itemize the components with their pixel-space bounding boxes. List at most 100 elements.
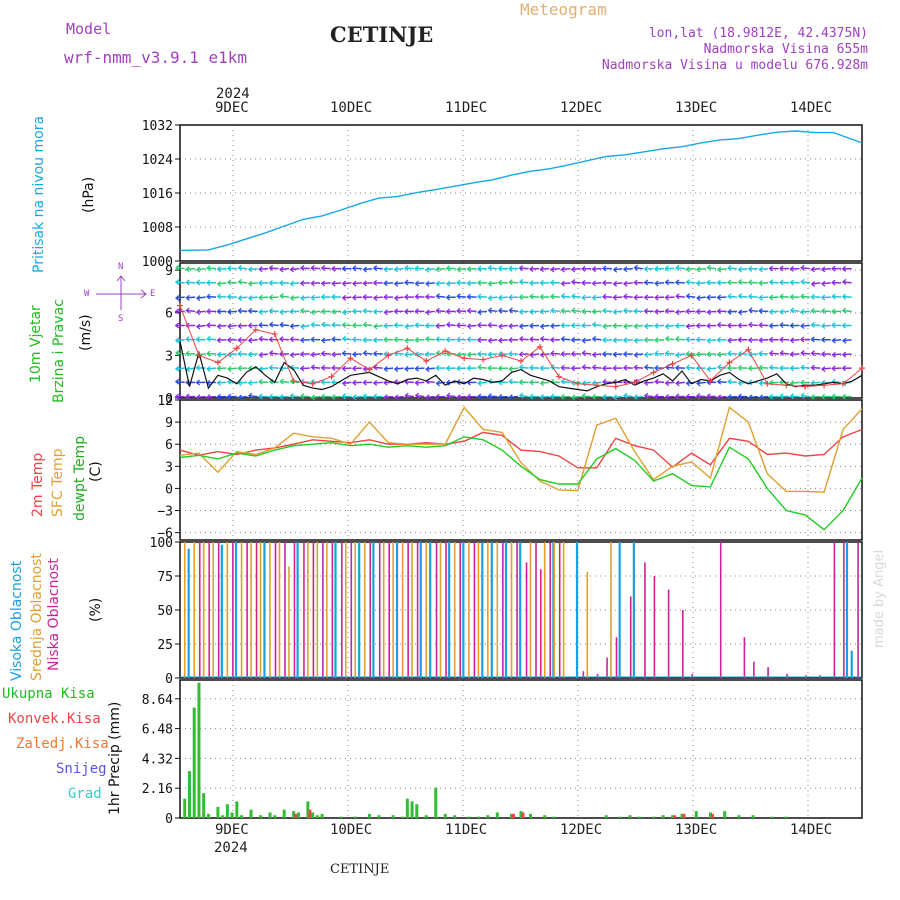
- precip-total-bar: [197, 682, 201, 818]
- wind-arrowhead: [195, 379, 200, 386]
- wind-arrowhead: [779, 336, 784, 343]
- wind-arrow: [728, 310, 738, 313]
- wind-arrowhead: [737, 380, 743, 387]
- wind-arrow: [436, 295, 446, 298]
- wind-arrowhead: [424, 322, 430, 329]
- wind-gust-marker: [271, 331, 278, 338]
- wind-arrowhead: [258, 378, 263, 385]
- wind-arrowhead: [425, 394, 430, 401]
- precip-total-bar: [784, 816, 788, 818]
- wind-arrowhead: [372, 337, 378, 344]
- wind-arrowhead: [508, 323, 513, 330]
- wind-arrowhead: [716, 364, 722, 371]
- wind-arrow: [707, 367, 717, 370]
- wind-arrowhead: [456, 279, 461, 286]
- wind-arrowhead: [633, 323, 638, 330]
- wind-arrowhead: [747, 365, 753, 372]
- wind-arrow: [509, 367, 519, 370]
- temp-dewpt-line: [179, 436, 863, 531]
- wind-arrows: [174, 264, 852, 401]
- wind-arrowhead: [716, 279, 721, 286]
- wind-arrowhead: [310, 309, 315, 316]
- wind-arrowhead: [768, 294, 774, 301]
- wind-arrowhead: [445, 392, 451, 399]
- wind-arrowhead: [393, 366, 399, 373]
- precip-total-bar: [221, 815, 225, 818]
- wind-arrowhead: [674, 364, 680, 371]
- wind-arrowhead: [508, 265, 513, 272]
- wind-arrowhead: [747, 351, 753, 358]
- wind-arrow: [248, 296, 258, 299]
- wind-arrowhead: [320, 393, 326, 400]
- wind-arrow: [394, 352, 404, 355]
- wind-arrowhead: [466, 351, 472, 358]
- wind-arrow: [738, 295, 748, 298]
- wind-arrow: [207, 267, 217, 270]
- wind-gust-marker: [745, 346, 752, 353]
- y-tick-label: 2.16: [142, 782, 173, 797]
- wind-arrowhead: [612, 365, 617, 372]
- wind-arrowhead: [331, 293, 336, 300]
- wind-arrow: [821, 367, 831, 370]
- wind-gust-marker: [404, 345, 411, 352]
- wind-arrow: [728, 395, 738, 398]
- bottom-day-label: 13DEC: [675, 822, 718, 838]
- wind-arrow: [811, 267, 821, 271]
- wind-arrowhead: [799, 308, 805, 315]
- wind-arrow: [259, 353, 269, 356]
- panel-frame: [179, 262, 863, 399]
- wind-arrowhead: [581, 337, 586, 344]
- wind-arrowhead: [435, 266, 440, 273]
- wind-arrowhead: [779, 393, 784, 400]
- wind-arrowhead: [695, 308, 701, 315]
- wind-arrow: [686, 281, 696, 284]
- wind-gust-marker: [442, 348, 449, 355]
- temp-sfc-line: [179, 406, 863, 493]
- wind-gust-marker: [177, 302, 183, 309]
- wind-arrowhead: [216, 393, 221, 400]
- wind-arrowhead: [591, 308, 596, 315]
- wind-arrow: [488, 267, 498, 270]
- wind-arrowhead: [320, 280, 326, 287]
- wind-arrow: [217, 353, 227, 356]
- wind-arrowhead: [341, 280, 347, 287]
- wind-arrow: [759, 338, 769, 342]
- wind-arrow: [248, 395, 258, 398]
- wind-arrowhead: [372, 393, 378, 400]
- wind-arrow: [686, 267, 696, 271]
- wind-arrowhead: [185, 393, 190, 400]
- wind-arrow: [801, 267, 810, 270]
- wind-arrow: [280, 310, 290, 313]
- wind-arrowhead: [685, 279, 690, 286]
- wind-arrowhead: [331, 336, 336, 343]
- wind-arrow: [665, 281, 675, 284]
- wind-arrowhead: [487, 393, 492, 400]
- wind-gust-marker: [366, 366, 373, 373]
- wind-arrowhead: [393, 394, 399, 401]
- wind-arrow: [217, 295, 227, 298]
- wind-arrowhead: [174, 308, 180, 315]
- top-day-label: 13DEC: [675, 100, 718, 116]
- wind-arrowhead: [581, 265, 586, 272]
- wind-arrow: [175, 281, 185, 284]
- pressure-series-line: [179, 130, 863, 252]
- wind-arrowhead: [747, 279, 753, 286]
- wind-arrowhead: [560, 393, 565, 400]
- wind-arrowhead: [435, 380, 441, 387]
- wind-arrow: [759, 366, 769, 369]
- wind-arrowhead: [435, 293, 440, 300]
- precip-legend-total: Ukupna Kisa: [2, 686, 95, 702]
- wind-arrow: [176, 266, 185, 270]
- wind-arrow: [352, 395, 362, 399]
- wind-arrowhead: [508, 279, 513, 286]
- wind-arrowhead: [518, 323, 524, 330]
- model-name: wrf-nmm_v3.9.1 e1km: [64, 48, 248, 67]
- wind-arrowhead: [810, 321, 815, 328]
- wind-arrowhead: [591, 321, 597, 328]
- wind-arrow: [373, 324, 383, 328]
- wind-arrowhead: [675, 293, 680, 300]
- wind-arrowhead: [466, 266, 471, 273]
- wind-arrowhead: [487, 351, 492, 358]
- wind-arrowhead: [831, 351, 836, 358]
- wind-arrow: [738, 281, 748, 284]
